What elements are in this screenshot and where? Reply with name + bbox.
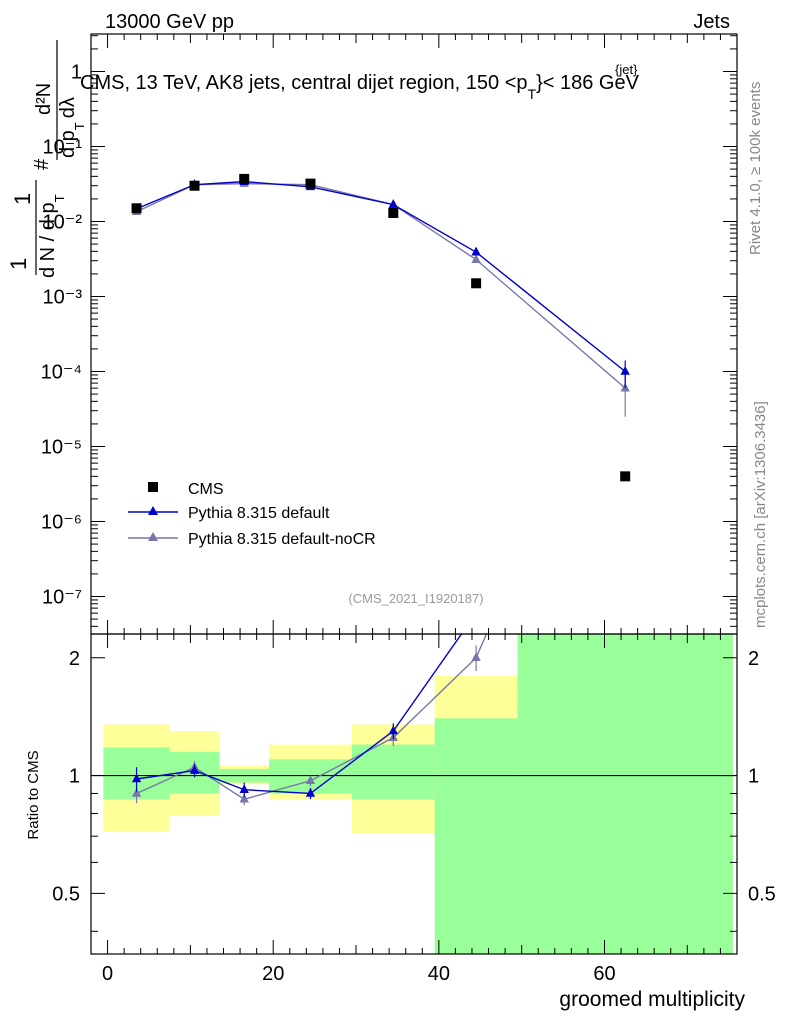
y-axis-title-den2: d pTdλ: [57, 97, 87, 158]
header-right: Jets: [693, 11, 730, 33]
green-band-6: [517, 634, 733, 954]
pythia-line: [136, 180, 626, 373]
y-tick-label-1: 10⁻¹: [43, 137, 83, 159]
ratio-pythia-point-0: [131, 773, 142, 783]
ratio-tick-label-left-1: 1: [69, 766, 80, 788]
y-axis-title-num1: 1: [10, 193, 35, 205]
ratio-tick-label-left-2: 2: [69, 648, 80, 670]
cms-point-4: [388, 207, 399, 218]
x-tick-label-3: 60: [593, 963, 615, 985]
legend-pythia-marker: [148, 506, 158, 515]
y-axis-title: 1 1 d N / d pT # d²N d pTdλ: [6, 40, 87, 278]
y-axis-title-den1: d N / d pT: [37, 194, 67, 278]
ratio-pythia-point-4: [388, 725, 398, 735]
x-tick-label-2: 40: [428, 963, 450, 985]
y-axis-title-hash2: #: [31, 158, 53, 170]
ratio-nocr-point-6: [621, 310, 630, 319]
legend-pythia-label: Pythia 8.315 default: [188, 505, 330, 522]
ratio-nocr-point-3: [305, 775, 316, 785]
chart-title: CMS, 13 TeV, AK8 jets, central dijet reg…: [80, 72, 640, 102]
legend-cms-label: CMS: [188, 481, 224, 498]
cms-point-1: [189, 180, 200, 191]
ratio-tick-label-right-1: 1: [748, 766, 759, 788]
y-tick-label-4: 10⁻⁴: [41, 362, 82, 384]
chart-marks: [91, 173, 737, 806]
ratio-axis-label: Ratio to CMS: [25, 750, 42, 839]
legend-nocr-marker: [148, 532, 158, 541]
y-tick-label-6: 10⁻⁶: [41, 512, 82, 534]
ratio-pythia-point-5: [471, 608, 480, 617]
ratio-series: [131, 223, 630, 806]
x-tick-label-1: 20: [262, 963, 284, 985]
y-axis-title-num2: d²N: [33, 83, 55, 115]
pythia-point-4: [388, 199, 398, 208]
cms-point-2: [239, 173, 250, 184]
green-band-5: [434, 718, 518, 954]
y-tick-label-5: 10⁻⁵: [41, 437, 82, 459]
pythia-point-6: [620, 366, 630, 375]
cms-point-6: [620, 471, 631, 482]
cms-point-0: [131, 203, 142, 214]
y-tick-label-0: 1: [71, 62, 82, 84]
ratio-tick-label-right-0: 0.5: [748, 883, 776, 905]
y-tick-label-7: 10⁻⁷: [42, 587, 82, 609]
ratio-plot-frame: [90, 633, 738, 955]
rivet-label: Rivet 4.1.0, ≥ 100k events: [747, 82, 764, 255]
y-axis-title-hash: 1: [6, 258, 31, 270]
nocr-line: [136, 182, 626, 389]
green-band-4: [351, 744, 435, 800]
analysis-id: (CMS_2021_I1920187): [348, 591, 483, 606]
ratio-nocr-point-0: [131, 787, 142, 797]
x-axis-label: groomed multiplicity: [559, 988, 745, 1011]
legend: CMS Pythia 8.315 default Pythia 8.315 de…: [128, 481, 376, 548]
y-tick-label-3: 10⁻³: [43, 287, 83, 309]
ratio-tick-label-right-2: 2: [748, 648, 759, 670]
ratio-nocr-point-2: [239, 793, 249, 803]
chart-title-superscript: {jet}: [615, 62, 638, 77]
pythia-point-5: [471, 246, 481, 256]
cms-point-3: [305, 178, 316, 189]
ratio-nocr-point-5: [471, 652, 481, 662]
x-tick-label-0: 0: [102, 963, 113, 985]
y-tick-label-2: 10⁻²: [43, 212, 83, 234]
ratio-uncertainty-bands: [103, 634, 733, 954]
ratio-pythia-point-1: [189, 765, 200, 774]
ratio-tick-label-left-0: 0.5: [52, 883, 80, 905]
legend-cms-marker: [148, 482, 158, 492]
axis-ticks: [90, 34, 738, 954]
ratio-pythia-point-6: [621, 223, 630, 232]
legend-nocr-label: Pythia 8.315 default-noCR: [188, 531, 376, 548]
ratio-pythia-point-2: [239, 784, 249, 794]
nocr-point-5: [471, 254, 481, 263]
tick-labels: 0 20 40 60 1 10⁻¹ 10⁻² 10⁻³ 10⁻⁴ 10⁻⁵ 10⁻⁶ 10⁻⁷ 0.5 0…: [41, 62, 776, 986]
ratio-pythia-point-3: [305, 787, 316, 797]
header-left: 13000 GeV pp: [105, 11, 234, 33]
cms-point-5: [471, 278, 482, 289]
mcplots-label: mcplots.cern.ch [arXiv:1306.3436]: [752, 401, 769, 628]
